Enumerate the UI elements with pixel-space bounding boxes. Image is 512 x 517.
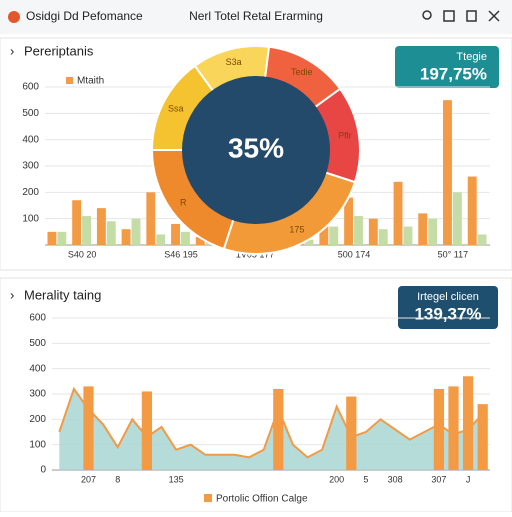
- panel-title: Merality taing: [24, 287, 101, 302]
- bar: [393, 181, 403, 245]
- slice-label: Ssa: [168, 104, 184, 114]
- y-tick-label: 100: [22, 213, 39, 224]
- kpi-label: Ttegie: [456, 51, 487, 63]
- bar: [83, 386, 94, 470]
- x-tick-label: 8: [115, 474, 120, 484]
- slice-label: Pflr: [338, 130, 352, 140]
- bar: [477, 404, 488, 470]
- settings-icon[interactable]: [466, 10, 477, 22]
- slice-label: 175: [289, 225, 304, 235]
- legend-label: Mtaith: [77, 76, 104, 87]
- x-tick-label: 207: [81, 474, 96, 484]
- bar: [304, 239, 314, 245]
- x-tick-label: 200: [329, 474, 344, 484]
- bar: [121, 229, 131, 245]
- x-tick-label: J: [466, 474, 471, 484]
- bar: [448, 386, 459, 470]
- donut-center-label: 35%: [228, 132, 284, 163]
- app-title: Osidgi Dd Pefomance: [26, 9, 143, 23]
- search-icon[interactable]: [422, 10, 432, 20]
- y-tick-label: 400: [29, 363, 46, 374]
- x-tick-label: 50° 117: [438, 249, 468, 259]
- chevron[interactable]: ›: [10, 287, 14, 302]
- bar: [72, 200, 82, 245]
- bar: [57, 231, 67, 245]
- window-icon[interactable]: [443, 10, 455, 22]
- bar: [180, 231, 190, 245]
- bar: [368, 218, 378, 245]
- bar: [156, 234, 166, 245]
- y-tick-label: 500: [22, 108, 39, 119]
- donut-hole: [182, 76, 330, 224]
- y-tick-label: 500: [29, 338, 46, 349]
- bar: [141, 391, 153, 470]
- kpi-value: 197,75%: [420, 64, 487, 83]
- y-tick-label: 100: [29, 439, 46, 450]
- legend-swatch: [204, 494, 212, 502]
- legend-swatch: [66, 77, 73, 84]
- slice-label: Tedie: [291, 67, 313, 77]
- bar: [82, 216, 91, 245]
- bar: [467, 176, 477, 245]
- bar: [443, 100, 452, 246]
- chevron[interactable]: ›: [10, 43, 14, 58]
- slice-label: S3a: [226, 57, 242, 67]
- bar: [418, 213, 428, 245]
- bar: [433, 388, 445, 470]
- kpi-label: Irtegel clicen: [417, 291, 479, 303]
- y-tick-label: 200: [22, 187, 39, 198]
- bar: [273, 388, 284, 470]
- x-tick-label: 5: [363, 474, 368, 484]
- bar: [346, 396, 357, 470]
- y-tick-label: 600: [29, 313, 46, 324]
- bar: [131, 218, 141, 245]
- bar: [96, 208, 106, 245]
- bar: [344, 197, 354, 245]
- bar: [146, 192, 156, 245]
- y-tick-label: 400: [22, 134, 39, 145]
- y-tick-label: 300: [29, 389, 46, 400]
- header-bar: [0, 0, 512, 34]
- bar: [403, 226, 413, 245]
- bar: [171, 223, 180, 245]
- bar: [106, 221, 116, 245]
- bar: [477, 234, 487, 245]
- bar: [47, 231, 57, 245]
- kpi-card: [395, 46, 499, 88]
- bar: [195, 237, 205, 245]
- panel-title: Pereriptanis: [24, 43, 94, 58]
- close-icon[interactable]: [488, 10, 500, 22]
- x-tick-label: 308: [388, 474, 403, 484]
- header-center: Nerl Totel Retal Erarming: [189, 9, 323, 23]
- y-tick-label: 600: [22, 82, 39, 93]
- bar: [329, 226, 339, 245]
- bar: [354, 216, 363, 245]
- legend-label: Portolic Offion Calge: [216, 494, 308, 505]
- x-tick-label: S46 195: [164, 249, 198, 259]
- slice-label: R: [180, 197, 187, 207]
- logo: [8, 11, 20, 23]
- x-tick-label: 307: [431, 474, 446, 484]
- bar: [462, 376, 474, 470]
- kpi-value: 139,37%: [414, 304, 481, 323]
- x-tick-label: 500 174: [338, 249, 371, 259]
- bar: [378, 229, 388, 245]
- bar: [428, 218, 438, 245]
- y-tick-label: 0: [40, 465, 46, 476]
- bar: [452, 192, 462, 245]
- y-tick-label: 200: [29, 414, 46, 425]
- y-tick-label: 300: [22, 161, 39, 172]
- x-tick-label: S40 20: [68, 249, 97, 259]
- area-line: [58, 386, 484, 459]
- x-tick-label: 135: [169, 474, 184, 484]
